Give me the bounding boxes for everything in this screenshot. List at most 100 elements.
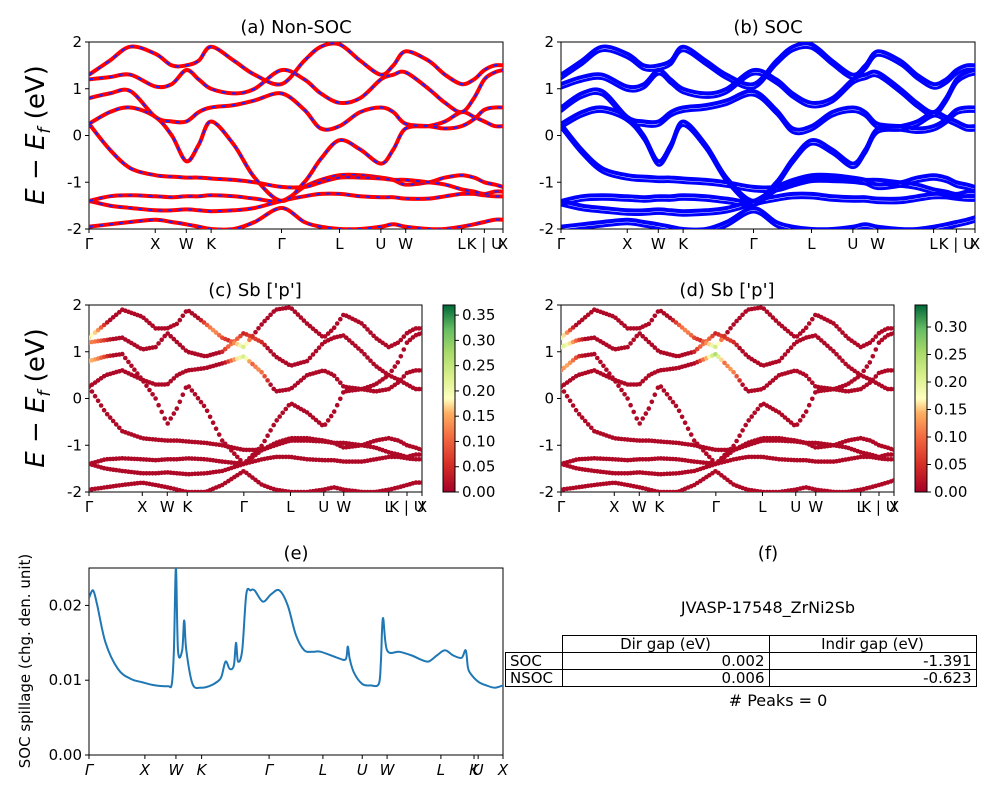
projection-point — [803, 325, 809, 331]
xtick-label-c: L — [286, 498, 295, 516]
projection-point — [101, 322, 107, 328]
projection-point — [419, 326, 422, 331]
projection-point — [362, 352, 367, 357]
projection-point — [685, 330, 691, 335]
projection-point — [277, 414, 283, 419]
projection-point — [338, 316, 343, 322]
projection-point — [195, 395, 201, 401]
projection-point — [773, 375, 779, 381]
projection-point — [168, 416, 173, 421]
colorbar-tick-label: 0.15 — [934, 401, 967, 419]
xtick-label-e: W — [380, 761, 396, 779]
projection-point — [328, 328, 334, 334]
projection-point — [171, 376, 177, 381]
projection-point — [274, 418, 280, 423]
projection-point — [761, 385, 767, 391]
projection-point — [338, 396, 343, 402]
projection-point — [262, 373, 267, 379]
projection-point — [592, 351, 597, 357]
band-line-soc — [561, 122, 975, 196]
projection-point — [561, 365, 567, 371]
xtick-label-d: U — [790, 498, 801, 516]
projection-point — [229, 448, 234, 453]
table-row-label: SOC — [505, 652, 563, 670]
projection-point — [734, 342, 739, 348]
projection-point — [825, 343, 830, 349]
projection-point — [649, 317, 655, 323]
xtick-label-a: X — [498, 235, 508, 253]
projection-point — [123, 355, 128, 361]
projection-point — [386, 372, 392, 378]
projection-point — [289, 385, 295, 391]
xtick-label-a: U — [375, 235, 386, 253]
projection-point — [132, 367, 137, 373]
band-line-soc — [561, 42, 975, 87]
projection-point — [226, 344, 231, 349]
projection-point — [419, 330, 422, 336]
projection-point — [222, 346, 228, 352]
projection-point — [710, 333, 715, 339]
projection-point — [268, 382, 273, 388]
projection-point — [567, 327, 573, 333]
band-line-nsoc — [89, 87, 503, 132]
projection-point — [806, 402, 812, 408]
projection-point — [788, 345, 794, 351]
projection-point — [356, 346, 361, 351]
projection-point — [610, 375, 615, 380]
projection-point — [740, 428, 745, 433]
projection-point — [301, 318, 307, 323]
projection-point — [840, 330, 845, 335]
xtick-label-e: X — [497, 761, 509, 779]
projection-point — [153, 396, 158, 401]
projection-point — [564, 363, 570, 368]
projection-point — [235, 454, 240, 460]
colorbar-tick-label: 0.20 — [462, 382, 495, 400]
ytick-label-e: 0.00 — [49, 746, 82, 764]
projection-point — [876, 340, 882, 346]
xtick-label-d: Γ — [712, 498, 721, 516]
projection-point — [652, 313, 658, 319]
projection-point — [147, 320, 152, 326]
ytick-label-b: 2 — [544, 33, 554, 51]
projection-point — [755, 406, 761, 412]
projection-point — [646, 406, 652, 411]
projection-point — [325, 331, 331, 336]
projection-point — [177, 317, 183, 323]
projection-point — [785, 328, 791, 334]
projection-point — [207, 414, 213, 420]
projection-point — [891, 478, 894, 483]
projection-point — [598, 359, 603, 365]
xtick-label-d: W — [808, 498, 823, 516]
projection-point — [271, 352, 277, 357]
xtick-label-c: Γ — [240, 498, 249, 516]
projection-point — [873, 347, 879, 352]
bands-a — [89, 42, 503, 229]
ytick-label-c: 1 — [72, 343, 82, 361]
projection-point — [679, 414, 685, 420]
projection-point — [858, 372, 863, 378]
projection-point — [419, 480, 422, 485]
projection-point — [619, 387, 624, 393]
colorbar-tick-label: 0.00 — [462, 483, 495, 501]
material-id: JVASP-17548_ZrNi2Sb — [680, 598, 856, 617]
projection-point — [310, 352, 316, 357]
projection-point — [344, 335, 349, 341]
projection-point — [407, 337, 413, 343]
projection-point — [120, 351, 125, 357]
bands-b — [561, 42, 975, 229]
projection-point — [238, 457, 243, 463]
projection-point — [616, 318, 621, 323]
projection-point — [419, 386, 422, 392]
xtick-label-c: Γ — [85, 498, 94, 516]
xtick-label-e: W — [169, 761, 185, 779]
xtick-label-c: X — [137, 498, 147, 516]
projection-point — [719, 455, 724, 461]
projection-point — [138, 375, 143, 380]
projection-point — [652, 392, 658, 398]
xtick-label-e: L — [437, 761, 445, 779]
projection-point — [401, 347, 407, 352]
projection-point — [734, 373, 739, 379]
projection-point — [159, 409, 164, 415]
projection-point — [604, 367, 609, 373]
projection-point — [658, 384, 664, 389]
